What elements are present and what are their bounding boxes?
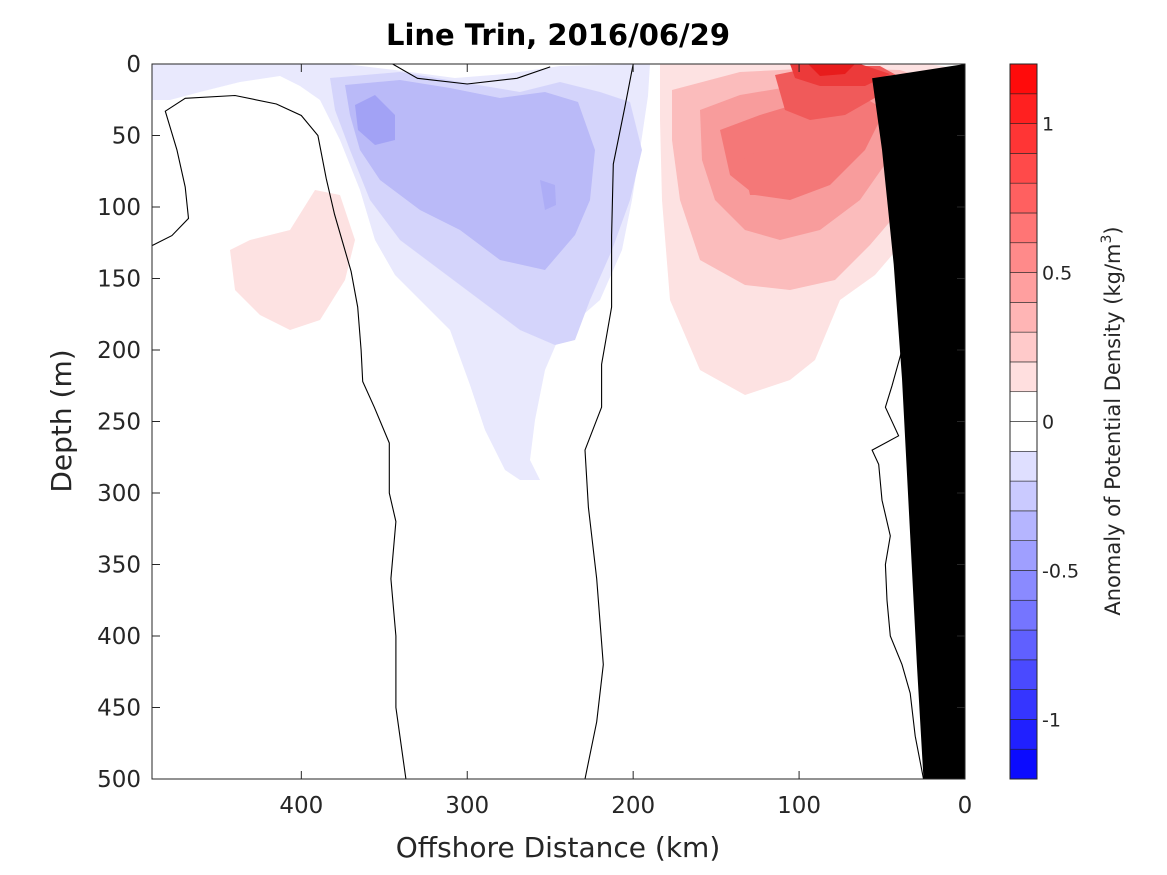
colorbar-segment <box>1009 570 1038 601</box>
y-axis-label: Depth (m) <box>45 349 78 492</box>
x-tick-label: 0 <box>958 793 973 819</box>
colorbar-segment <box>1009 182 1038 214</box>
colorbar-segment <box>1009 93 1038 124</box>
y-tick-label: 250 <box>97 410 141 436</box>
y-tick-label: 450 <box>97 696 141 722</box>
x-tick-label: 100 <box>777 793 821 819</box>
x-axis-label: Offshore Distance (km) <box>396 831 721 864</box>
pos-level-0.5-mid <box>742 150 775 195</box>
colorbar <box>1009 63 1038 780</box>
neg-level-0.4 <box>540 180 556 210</box>
colorbar-segment <box>1009 242 1038 273</box>
x-tick-label: 300 <box>445 793 489 819</box>
colorbar-segment <box>1009 272 1038 303</box>
zero-contour-surface-loop <box>392 64 551 85</box>
x-tick-label: 400 <box>279 793 323 819</box>
y-tick-label: 200 <box>97 338 141 364</box>
colorbar-segment <box>1009 361 1038 393</box>
anomaly-field <box>152 64 965 779</box>
y-tick-label: 350 <box>97 553 141 579</box>
seafloor-polygon <box>872 64 965 779</box>
colorbar-segment <box>1009 659 1038 690</box>
colorbar-segment <box>1009 748 1038 780</box>
colorbar-ticks: -1 -0.5 0 0.5 1 <box>1042 114 1079 732</box>
pos-level-1.1 <box>808 64 855 76</box>
colorbar-segment <box>1009 689 1038 720</box>
colorbar-label: Anomaly of Potential Density (kg/m3) <box>1099 226 1125 615</box>
colorbar-segment <box>1009 391 1038 422</box>
y-tick-label: 50 <box>112 124 141 150</box>
colorbar-label-sup: 3 <box>1099 235 1115 244</box>
colorbar-frame <box>1009 63 1038 780</box>
colorbar-label-main: Anomaly of Potential Density (kg/m <box>1101 244 1125 616</box>
colorbar-segment <box>1009 450 1038 482</box>
y-tick-label: 300 <box>97 481 141 507</box>
positive-anomaly-region <box>230 64 965 395</box>
zero-contour-mid <box>584 64 634 779</box>
neg-level-0.3 <box>345 80 595 270</box>
y-axis: 0 50 100 150 200 250 300 350 400 450 500 <box>97 52 965 793</box>
colorbar-tick-label: 1 <box>1042 114 1054 136</box>
colorbar-segment <box>1009 153 1038 184</box>
colorbar-segment <box>1009 331 1038 363</box>
colorbar-segment <box>1009 421 1038 452</box>
negative-anomaly-region <box>152 64 650 480</box>
colorbar-label-end: ) <box>1101 226 1125 234</box>
colorbar-segment <box>1009 599 1038 631</box>
x-tick-label: 200 <box>611 793 655 819</box>
x-axis: 400 300 200 100 0 <box>279 64 972 819</box>
y-tick-label: 100 <box>97 195 141 221</box>
pos-level-0.1-offshore <box>230 190 355 330</box>
colorbar-segment <box>1009 63 1038 95</box>
colorbar-segment <box>1009 510 1038 541</box>
y-tick-label: 500 <box>97 767 141 793</box>
bathymetry-mask <box>872 64 965 779</box>
chart-title: Line Trin, 2016/06/29 <box>386 18 730 52</box>
colorbar-segment <box>1009 480 1038 512</box>
colorbar-segment <box>1009 212 1038 244</box>
colorbar-tick-label: -0.5 <box>1042 560 1079 582</box>
colorbar-segment <box>1009 123 1038 154</box>
colorbar-segment <box>1009 719 1038 750</box>
colorbar-segment <box>1009 302 1038 333</box>
colorbar-segment <box>1009 629 1038 661</box>
y-tick-label: 400 <box>97 624 141 650</box>
neg-level-0.45 <box>355 95 395 145</box>
colorbar-tick-label: -1 <box>1042 709 1061 731</box>
zero-contour-offshore <box>152 94 407 779</box>
colorbar-tick-label: 0 <box>1042 412 1054 434</box>
y-tick-label: 0 <box>126 52 141 78</box>
colorbar-tick-label: 0.5 <box>1042 263 1072 285</box>
colorbar-segment <box>1009 540 1038 571</box>
y-tick-label: 150 <box>97 267 141 293</box>
